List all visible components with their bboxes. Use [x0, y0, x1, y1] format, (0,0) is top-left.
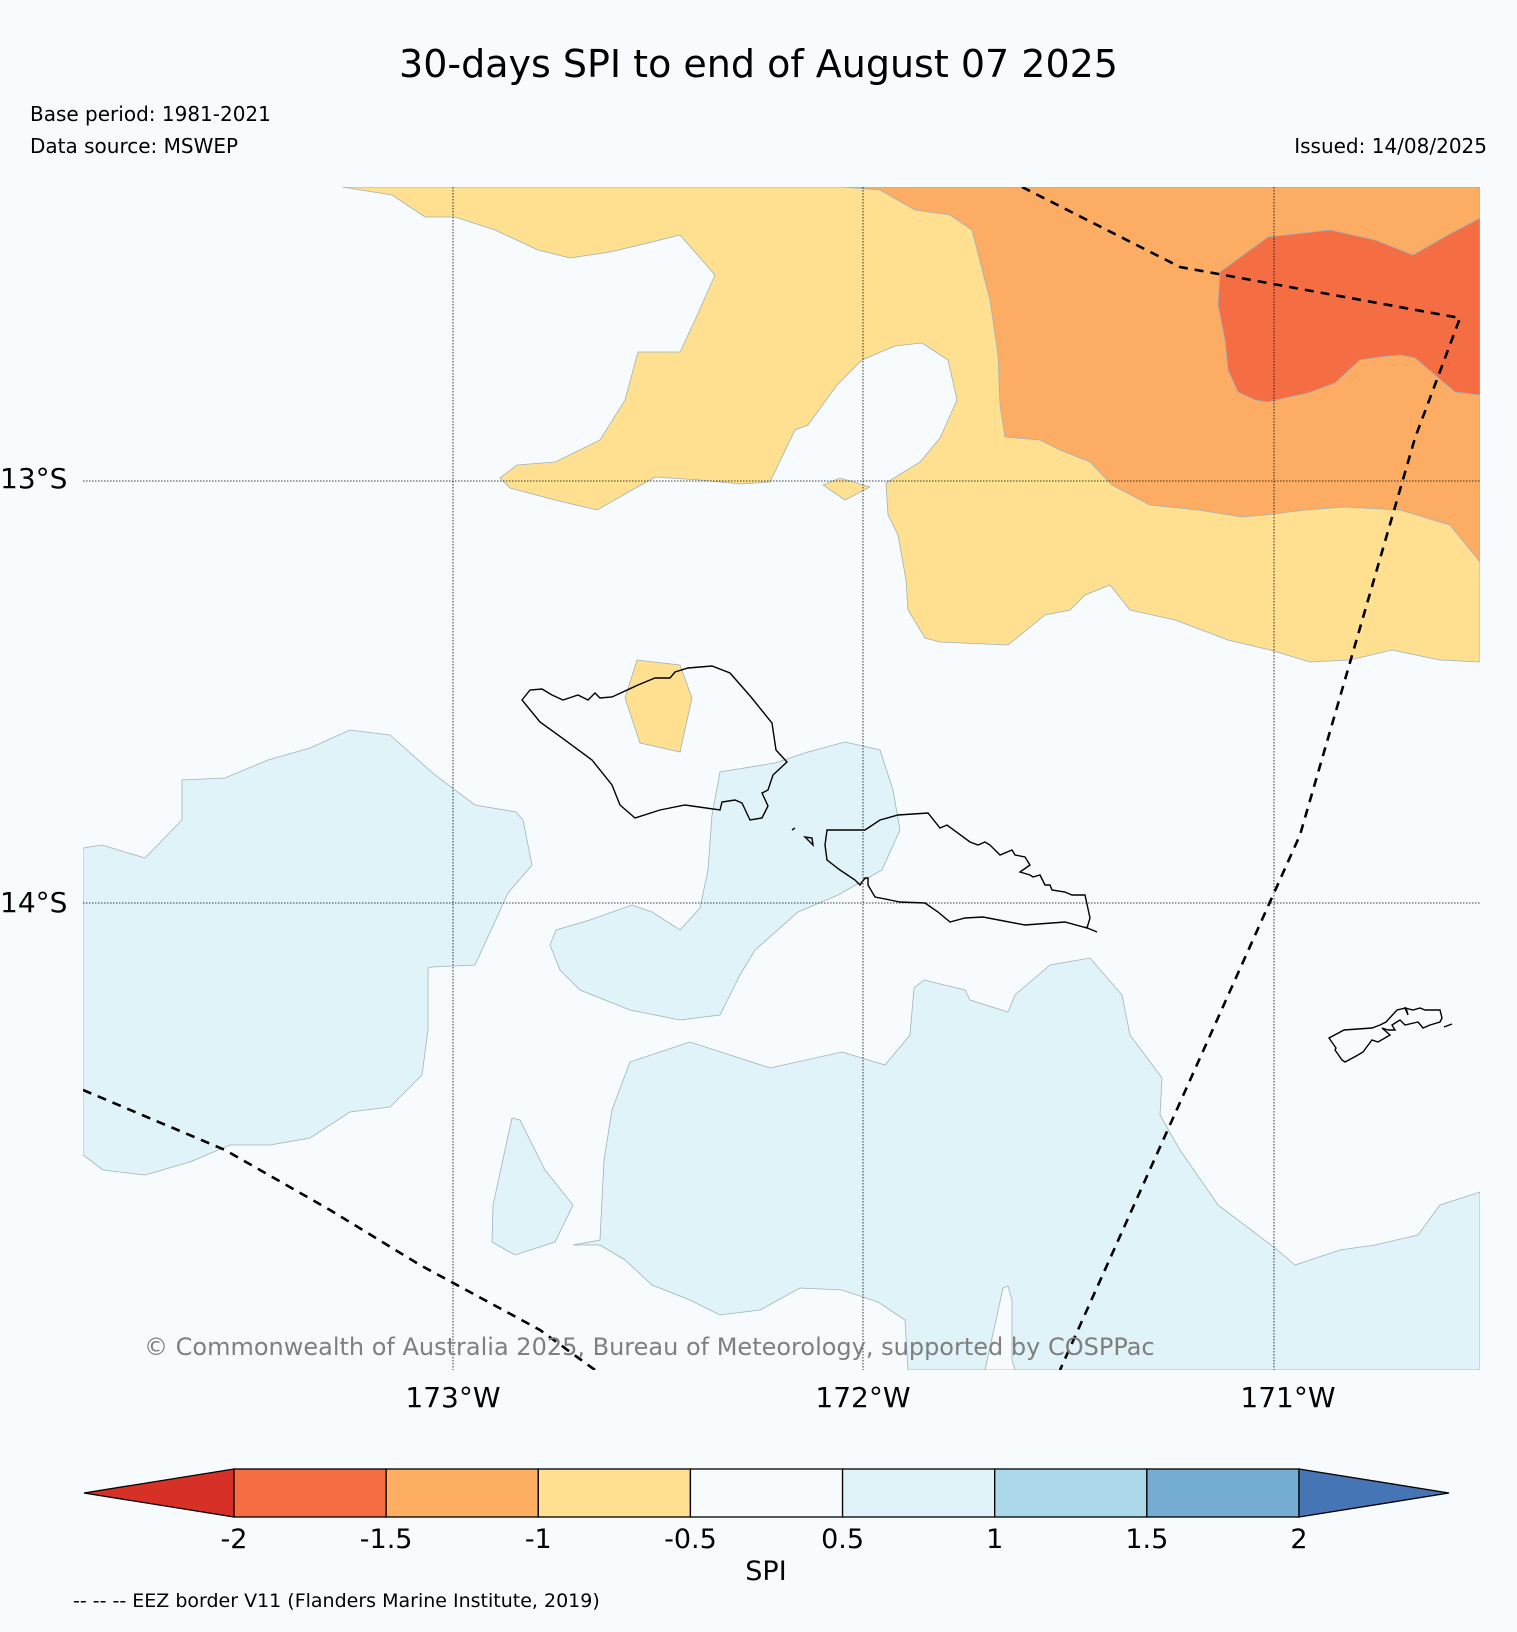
colorbar-tick-label: -0.5: [664, 1524, 717, 1555]
coastlines: [521, 665, 1453, 1063]
savaii-island-outline: [521, 665, 788, 821]
lat-label-14s: 14°S: [0, 886, 67, 919]
map-title: 30-days SPI to end of August 07 2025: [399, 42, 1118, 86]
colorbar-segment: [689, 1468, 844, 1518]
spi-region-dry-fleck: [822, 477, 872, 501]
upolu-island-outline: [824, 812, 1091, 929]
lon-label-173w: 173°W: [405, 1381, 500, 1414]
lat-label-13s: 13°S: [0, 462, 67, 495]
colorbar-label: SPI: [745, 1556, 786, 1587]
map-area: [83, 187, 1480, 1370]
spi-region-wet-southeast: [572, 957, 1480, 1370]
eez-border: [83, 187, 1462, 1370]
graticule: [83, 187, 1480, 1370]
data-source-text: Data source: MSWEP: [30, 134, 239, 158]
colorbar-tick-label: -1: [525, 1524, 552, 1555]
eez-footnote: -- -- -- EEZ border V11 (Flanders Marine…: [73, 1590, 600, 1612]
colorbar-tick-label: -2: [221, 1524, 248, 1555]
spi-colorbar: -2 -1.5 -1 -0.5 0.5 1 1.5 2: [83, 1468, 1450, 1555]
colorbar-segment: [1146, 1468, 1300, 1518]
spi-region-white-notch: [984, 1285, 1016, 1370]
issued-date-text: Issued: 14/08/2025: [1294, 134, 1487, 158]
colorbar-segment: [841, 1468, 996, 1518]
colorbar-segment: [994, 1468, 1148, 1518]
colorbar-extend-high: [1298, 1468, 1450, 1518]
lon-label-172w: 172°W: [815, 1381, 910, 1414]
colorbar-extend-low: [83, 1468, 235, 1518]
colorbar-tick-label: 2: [1290, 1524, 1307, 1555]
colorbar-tick-label: 1.5: [1125, 1524, 1168, 1555]
colorbar-segment: [537, 1468, 692, 1518]
manono-islet-outline: [803, 836, 814, 847]
colorbar-tick-label: 1: [986, 1524, 1003, 1555]
tutuila-island-outline: [1327, 1006, 1443, 1063]
colorbar-segment: [233, 1468, 387, 1518]
base-period-text: Base period: 1981-2021: [30, 102, 271, 126]
colorbar-segment: [385, 1468, 539, 1518]
spi-region-wet-islet: [491, 1117, 574, 1256]
spi-region-extremely-dry: [1217, 217, 1480, 403]
copyright-text: © Commonwealth of Australia 2025, Bureau…: [144, 1333, 1155, 1361]
spi-region-wet-west: [83, 729, 533, 1176]
colorbar-tick-label: -1.5: [360, 1524, 413, 1555]
colorbar-tick-label: 0.5: [821, 1524, 864, 1555]
lon-label-171w: 171°W: [1240, 1381, 1335, 1414]
spi-region-wet-central: [549, 741, 901, 1021]
